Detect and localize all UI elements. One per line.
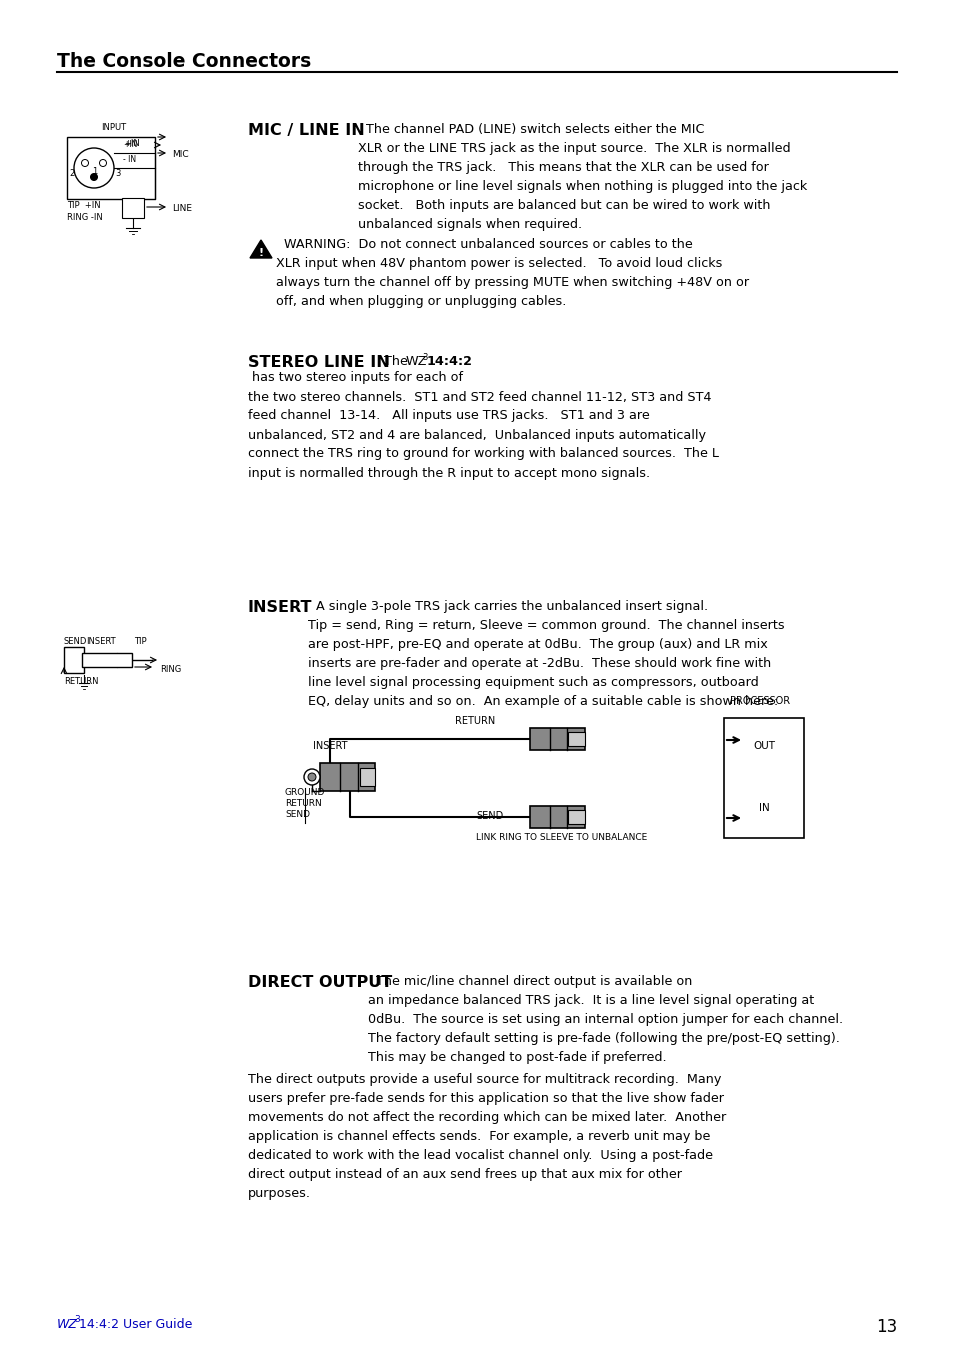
Text: WARNING:  Do not connect unbalanced sources or cables to the
XLR input when 48V : WARNING: Do not connect unbalanced sourc…: [275, 238, 748, 308]
Text: 3: 3: [115, 169, 121, 177]
Text: IN: IN: [758, 802, 768, 813]
Bar: [530, 728, 584, 750]
Text: has two stereo inputs for each of
the two stereo channels.  ST1 and ST2 feed cha: has two stereo inputs for each of the tw…: [248, 372, 719, 480]
Bar: [359, 767, 375, 786]
Text: 14:4:2: 14:4:2: [427, 355, 473, 367]
Text: RETURN: RETURN: [455, 716, 495, 725]
Text: OUT: OUT: [752, 740, 774, 751]
Text: RING -IN: RING -IN: [67, 213, 103, 222]
Text: LINE: LINE: [172, 204, 192, 213]
Bar: [319, 763, 375, 790]
Text: PROCESSOR: PROCESSOR: [729, 696, 789, 707]
Text: DIRECT OUTPUT: DIRECT OUTPUT: [248, 975, 392, 990]
Circle shape: [308, 773, 315, 781]
Circle shape: [91, 173, 97, 181]
Text: 14:4:2 User Guide: 14:4:2 User Guide: [79, 1319, 193, 1331]
Text: STEREO LINE IN: STEREO LINE IN: [248, 355, 390, 370]
Text: TIP  +IN: TIP +IN: [67, 201, 100, 209]
Text: - IN: - IN: [123, 155, 136, 163]
Text: A single 3-pole TRS jack carries the unbalanced insert signal.
Tip = send, Ring : A single 3-pole TRS jack carries the unb…: [308, 600, 783, 708]
Text: INPUT: INPUT: [101, 123, 127, 132]
Text: RETURN: RETURN: [285, 798, 321, 808]
Text: The direct outputs provide a useful source for multitrack recording.  Many
users: The direct outputs provide a useful sour…: [248, 1073, 725, 1200]
Text: MIC: MIC: [172, 150, 189, 159]
Text: MIC / LINE IN: MIC / LINE IN: [248, 123, 364, 138]
Text: 2: 2: [70, 169, 74, 177]
Text: SEND: SEND: [285, 811, 310, 819]
Text: The mic/line channel direct output is available on
an impedance balanced TRS jac: The mic/line channel direct output is av…: [368, 975, 842, 1065]
Bar: [64, 647, 84, 673]
Text: SEND: SEND: [64, 638, 88, 646]
Text: SEND: SEND: [476, 811, 503, 821]
Text: The: The: [375, 355, 412, 367]
Text: +IN: +IN: [124, 139, 140, 149]
Circle shape: [81, 159, 89, 166]
Polygon shape: [250, 240, 272, 258]
Text: RING: RING: [160, 665, 181, 674]
Text: TIP: TIP: [133, 638, 147, 646]
Bar: [82, 653, 132, 667]
Text: 3: 3: [74, 1315, 80, 1324]
Circle shape: [74, 149, 113, 188]
Text: WZ: WZ: [406, 355, 427, 367]
Text: RETURN: RETURN: [64, 677, 98, 686]
Text: WZ: WZ: [57, 1319, 78, 1331]
Text: INSERT: INSERT: [248, 600, 313, 615]
Circle shape: [99, 159, 107, 166]
Text: INSERT: INSERT: [313, 740, 347, 751]
Bar: [567, 811, 584, 824]
Bar: [67, 136, 154, 199]
Text: 13: 13: [875, 1319, 896, 1336]
Text: The Console Connectors: The Console Connectors: [57, 51, 311, 72]
Text: 1: 1: [92, 166, 97, 176]
Circle shape: [304, 769, 319, 785]
Bar: [530, 807, 584, 828]
Bar: [567, 732, 584, 746]
Text: INSERT: INSERT: [86, 638, 115, 646]
Text: !: !: [258, 249, 263, 258]
Text: LINK RING TO SLEEVE TO UNBALANCE: LINK RING TO SLEEVE TO UNBALANCE: [476, 834, 647, 842]
Text: GROUND: GROUND: [285, 788, 325, 797]
Text: 3: 3: [421, 353, 427, 362]
Text: The channel PAD (LINE) switch selects either the MIC
XLR or the LINE TRS jack as: The channel PAD (LINE) switch selects ei…: [357, 123, 806, 231]
Text: +IN: +IN: [123, 141, 137, 149]
Bar: [122, 199, 144, 218]
Bar: [723, 717, 803, 838]
